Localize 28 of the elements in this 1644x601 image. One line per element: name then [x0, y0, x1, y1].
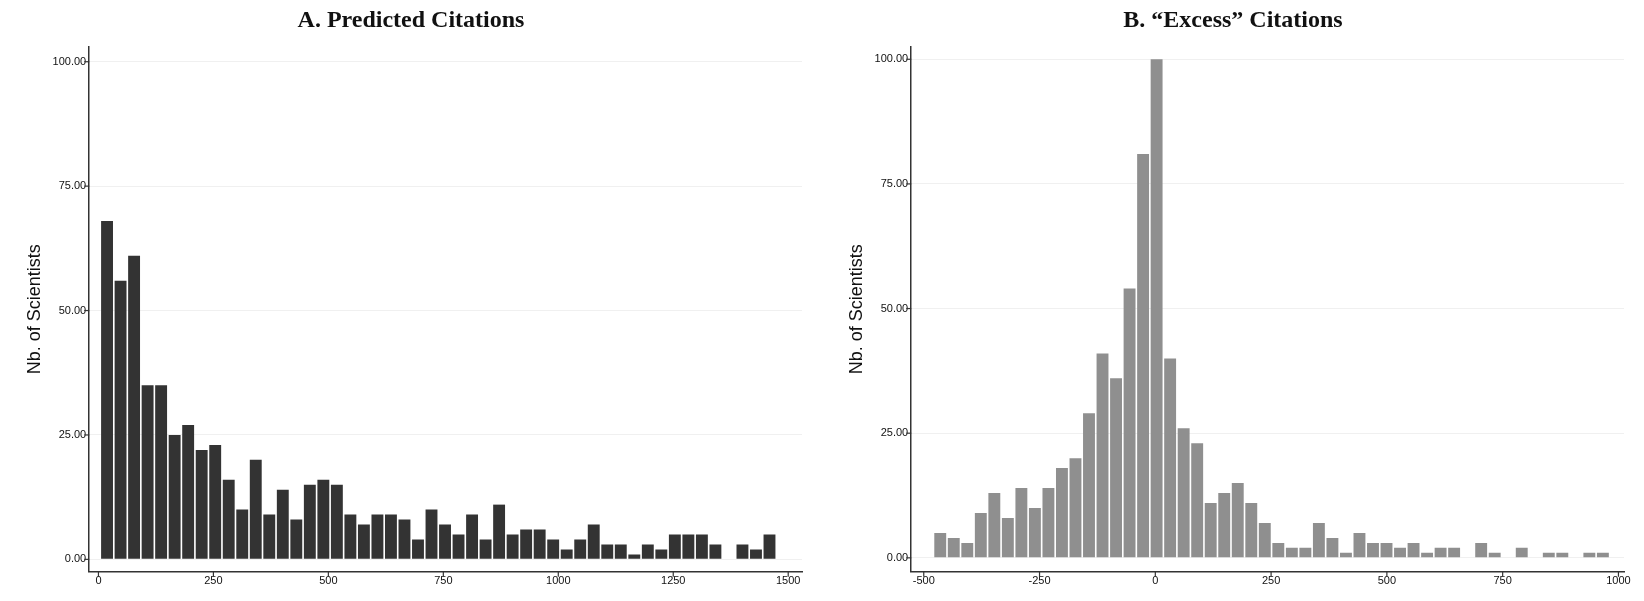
- x-tick-label: 500: [319, 574, 338, 587]
- x-tick-label: 750: [1493, 574, 1512, 587]
- y-tick-label: 25.00: [58, 427, 87, 440]
- y-tick-label: 75.00: [58, 179, 87, 192]
- x-tick-label: 500: [1377, 574, 1397, 587]
- y-axis-title: Nb. of Scientists: [845, 244, 866, 375]
- chart-title: B. “Excess” Citations: [1123, 5, 1343, 32]
- x-tick-label: -500: [912, 574, 935, 587]
- y-tick-label: 0.00: [886, 550, 909, 563]
- x-tick-label: 250: [204, 574, 223, 587]
- y-tick-label: 100.00: [874, 52, 909, 65]
- y-tick-label: 50.00: [880, 301, 909, 314]
- y-tick-label: 25.00: [880, 426, 909, 439]
- x-tick-label: 1500: [775, 574, 801, 587]
- x-tick-label: 0: [95, 574, 102, 587]
- x-tick-label: 1000: [546, 574, 571, 587]
- x-tick-label: 1000: [1606, 574, 1631, 587]
- y-tick-label: 100.00: [52, 54, 87, 67]
- y-tick-label: 50.00: [58, 303, 87, 316]
- y-tick-label: 75.00: [880, 176, 909, 189]
- x-tick-label: 750: [434, 574, 453, 587]
- x-tick-label: 0: [1152, 574, 1159, 587]
- x-tick-label: 1250: [661, 574, 686, 587]
- x-tick-label: -250: [1028, 574, 1051, 587]
- y-tick-label: 0.00: [64, 552, 87, 565]
- chart-title: A. Predicted Citations: [297, 5, 525, 32]
- x-tick-label: 250: [1261, 574, 1281, 587]
- y-axis-title: Nb. of Scientists: [23, 244, 44, 375]
